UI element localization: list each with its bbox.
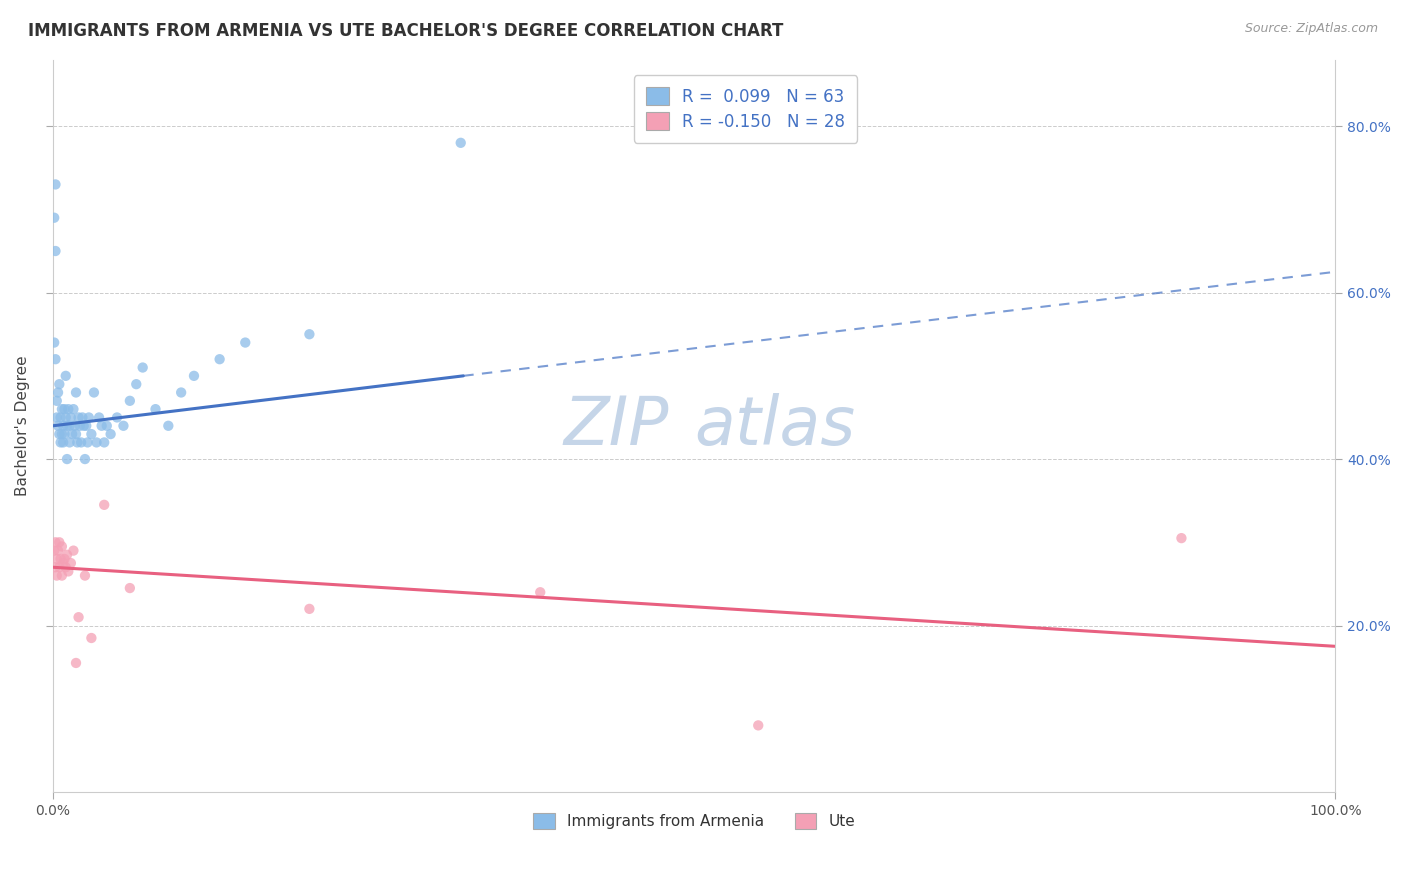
- Point: [69, 418, 91, 433]
- Point: [73, 418, 96, 433]
- Text: Source: ZipAtlas.com: Source: ZipAtlas.com: [1244, 22, 1378, 36]
- Point: [80, 631, 103, 645]
- Point: [76, 435, 98, 450]
- Point: [49, 410, 72, 425]
- Point: [55, 410, 77, 425]
- Point: [48, 535, 70, 549]
- Point: [56, 452, 79, 467]
- Point: [73, 452, 96, 467]
- Point: [145, 402, 167, 417]
- Point: [208, 352, 231, 367]
- Point: [75, 418, 97, 433]
- Point: [52, 418, 75, 433]
- Point: [65, 385, 87, 400]
- Point: [53, 427, 76, 442]
- Point: [118, 393, 141, 408]
- Point: [51, 540, 73, 554]
- Point: [52, 556, 75, 570]
- Point: [45, 568, 67, 582]
- Point: [44, 335, 66, 350]
- Point: [73, 568, 96, 582]
- Point: [44, 535, 66, 549]
- Point: [93, 435, 115, 450]
- Point: [51, 402, 73, 417]
- Point: [83, 385, 105, 400]
- Point: [58, 435, 80, 450]
- Point: [65, 427, 87, 442]
- Point: [48, 427, 70, 442]
- Point: [46, 418, 69, 433]
- Point: [48, 377, 70, 392]
- Y-axis label: Bachelor's Degree: Bachelor's Degree: [15, 356, 30, 496]
- Point: [1170, 531, 1192, 545]
- Point: [62, 402, 84, 417]
- Point: [58, 402, 80, 417]
- Point: [118, 581, 141, 595]
- Point: [51, 568, 73, 582]
- Point: [86, 435, 108, 450]
- Point: [60, 427, 83, 442]
- Text: IMMIGRANTS FROM ARMENIA VS UTE BACHELOR'S DEGREE CORRELATION CHART: IMMIGRANTS FROM ARMENIA VS UTE BACHELOR'…: [28, 22, 783, 40]
- Point: [55, 368, 77, 383]
- Text: atlas: atlas: [695, 392, 855, 458]
- Point: [44, 244, 66, 258]
- Point: [65, 656, 87, 670]
- Point: [112, 418, 135, 433]
- Point: [52, 435, 75, 450]
- Point: [59, 556, 82, 570]
- Point: [51, 427, 73, 442]
- Point: [67, 410, 90, 425]
- Point: [44, 211, 66, 225]
- Point: [59, 410, 82, 425]
- Point: [49, 552, 72, 566]
- Point: [87, 410, 110, 425]
- Point: [298, 602, 321, 616]
- Point: [90, 418, 112, 433]
- Point: [529, 585, 551, 599]
- Point: [44, 352, 66, 367]
- Point: [44, 560, 66, 574]
- Point: [49, 435, 72, 450]
- Point: [125, 377, 148, 392]
- Point: [170, 385, 193, 400]
- Point: [72, 410, 94, 425]
- Point: [55, 560, 77, 574]
- Point: [53, 402, 76, 417]
- Point: [70, 435, 93, 450]
- Point: [450, 136, 472, 150]
- Point: [131, 360, 153, 375]
- Point: [58, 418, 80, 433]
- Point: [44, 543, 66, 558]
- Text: ZIP: ZIP: [562, 392, 668, 458]
- Point: [46, 385, 69, 400]
- Point: [45, 393, 67, 408]
- Point: [53, 552, 76, 566]
- Point: [183, 368, 205, 383]
- Point: [96, 418, 118, 433]
- Point: [46, 543, 69, 558]
- Point: [298, 327, 321, 342]
- Point: [63, 418, 86, 433]
- Point: [100, 427, 122, 442]
- Point: [62, 543, 84, 558]
- Point: [233, 335, 256, 350]
- Point: [105, 410, 128, 425]
- Point: [56, 548, 79, 562]
- Point: [66, 435, 89, 450]
- Point: [56, 418, 79, 433]
- Point: [44, 178, 66, 192]
- Point: [45, 410, 67, 425]
- Point: [80, 427, 103, 442]
- Legend: Immigrants from Armenia, Ute: Immigrants from Armenia, Ute: [527, 806, 860, 836]
- Point: [77, 410, 100, 425]
- Point: [157, 418, 180, 433]
- Point: [67, 610, 90, 624]
- Point: [747, 718, 769, 732]
- Point: [45, 552, 67, 566]
- Point: [48, 560, 70, 574]
- Point: [58, 565, 80, 579]
- Point: [93, 498, 115, 512]
